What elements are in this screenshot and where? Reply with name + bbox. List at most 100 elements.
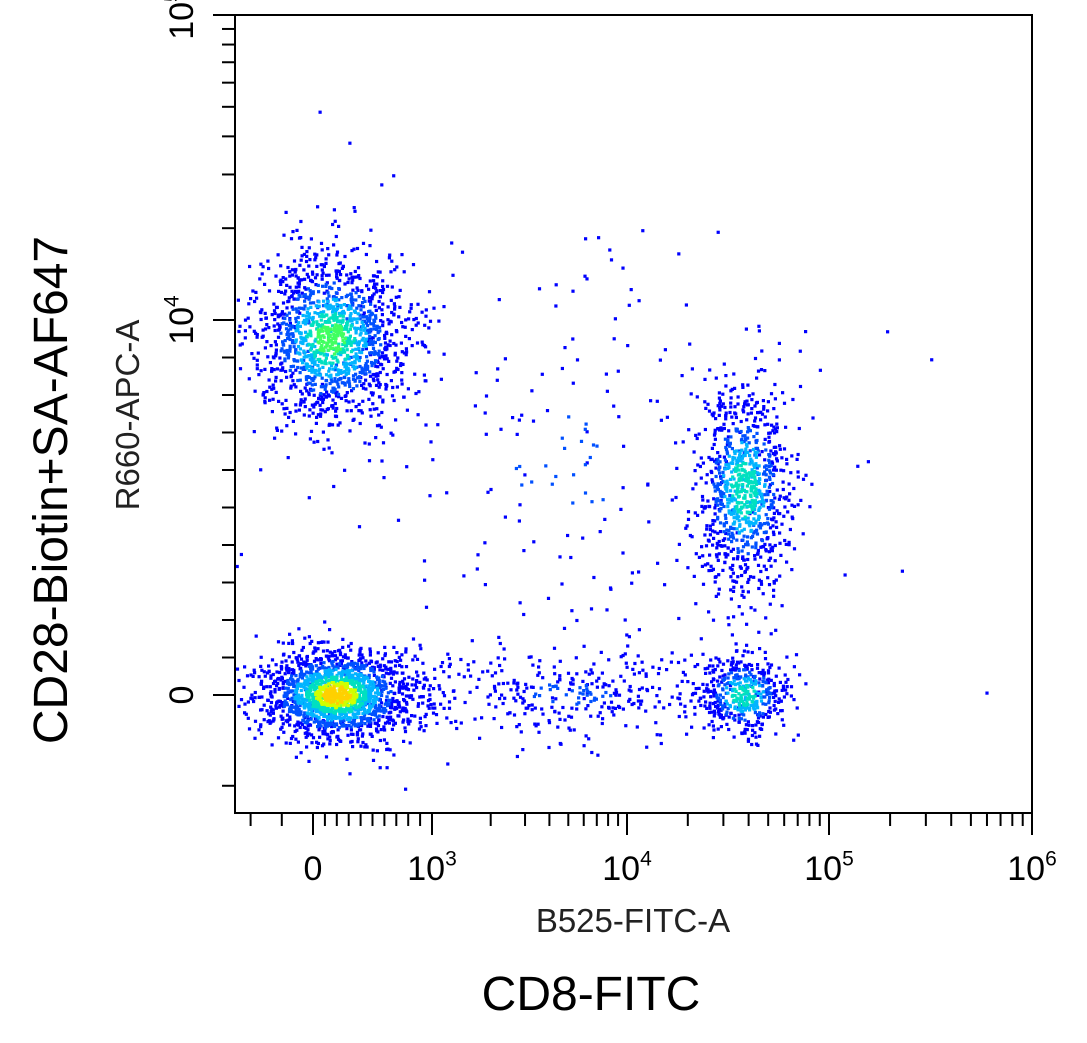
data-point <box>309 354 313 358</box>
data-point <box>355 354 359 359</box>
data-point <box>361 305 366 309</box>
data-point <box>493 671 498 675</box>
data-point <box>770 506 774 510</box>
data-point <box>281 722 285 726</box>
data-point <box>766 400 770 404</box>
data-point <box>677 714 681 719</box>
data-point <box>370 297 374 301</box>
data-point <box>341 265 345 269</box>
data-point <box>762 407 766 411</box>
data-point <box>731 716 735 720</box>
data-point <box>570 706 574 710</box>
data-point <box>579 439 584 443</box>
data-point <box>363 722 367 726</box>
data-point <box>787 540 791 544</box>
data-point <box>760 349 764 353</box>
data-point <box>740 585 744 589</box>
data-point <box>771 530 776 534</box>
data-point <box>562 626 567 630</box>
data-point <box>311 736 316 740</box>
data-point <box>427 350 431 354</box>
data-point <box>517 519 521 523</box>
data-point <box>782 469 786 473</box>
data-point <box>398 710 402 714</box>
data-point <box>742 517 746 521</box>
data-point <box>312 440 316 444</box>
data-point <box>348 304 352 308</box>
data-point <box>342 719 346 723</box>
data-point <box>382 357 387 361</box>
data-point <box>344 295 348 299</box>
data-point <box>705 524 709 528</box>
data-point <box>752 676 756 680</box>
data-point <box>774 732 778 736</box>
data-point <box>320 274 324 278</box>
data-point <box>293 724 297 728</box>
data-point <box>771 524 775 528</box>
data-point <box>355 320 359 325</box>
data-point <box>726 553 730 557</box>
data-point <box>779 699 783 703</box>
data-point <box>738 706 743 710</box>
data-point <box>460 250 465 254</box>
data-point <box>538 659 542 663</box>
data-point <box>630 581 634 585</box>
data-point <box>355 246 360 251</box>
data-point <box>296 344 301 349</box>
data-point <box>637 671 641 675</box>
data-point <box>390 285 394 289</box>
data-point <box>767 550 771 554</box>
data-point <box>736 555 740 559</box>
data-point <box>300 676 305 680</box>
data-point <box>280 725 284 729</box>
data-point <box>621 486 625 490</box>
data-point <box>738 450 742 455</box>
data-point <box>372 685 376 690</box>
data-point <box>345 344 349 348</box>
data-point <box>328 742 332 746</box>
data-point <box>743 727 747 731</box>
data-point <box>740 529 744 533</box>
data-point <box>261 265 265 269</box>
data-point <box>796 452 800 457</box>
data-point <box>726 466 730 470</box>
data-point <box>712 433 717 437</box>
data-point <box>319 263 323 267</box>
data-point <box>713 437 717 441</box>
data-point <box>716 679 720 683</box>
data-point <box>619 655 623 659</box>
data-point <box>361 732 365 736</box>
data-point <box>732 585 736 589</box>
data-point <box>759 555 763 559</box>
data-point <box>367 704 372 708</box>
data-point <box>305 731 309 735</box>
data-point <box>262 718 266 722</box>
data-point <box>757 711 762 715</box>
data-point <box>261 328 265 332</box>
data-point <box>287 324 291 328</box>
data-point <box>742 468 746 472</box>
data-point <box>726 616 730 620</box>
data-point <box>306 728 310 732</box>
data-point <box>380 693 384 698</box>
data-point <box>595 679 599 683</box>
data-point <box>685 524 689 528</box>
data-point <box>733 687 737 691</box>
data-point <box>294 737 298 741</box>
data-point <box>716 531 720 535</box>
data-point <box>768 526 773 530</box>
data-point <box>238 367 243 371</box>
data-point <box>753 481 757 485</box>
data-point <box>756 548 760 553</box>
data-point <box>537 665 541 669</box>
data-point <box>327 253 331 257</box>
data-point <box>762 522 766 526</box>
data-point <box>537 671 541 675</box>
data-point <box>724 448 729 452</box>
data-point <box>263 311 267 315</box>
data-point <box>757 329 761 333</box>
data-point <box>741 434 745 438</box>
data-point <box>404 665 409 669</box>
data-point <box>363 689 367 693</box>
data-point <box>337 385 341 389</box>
